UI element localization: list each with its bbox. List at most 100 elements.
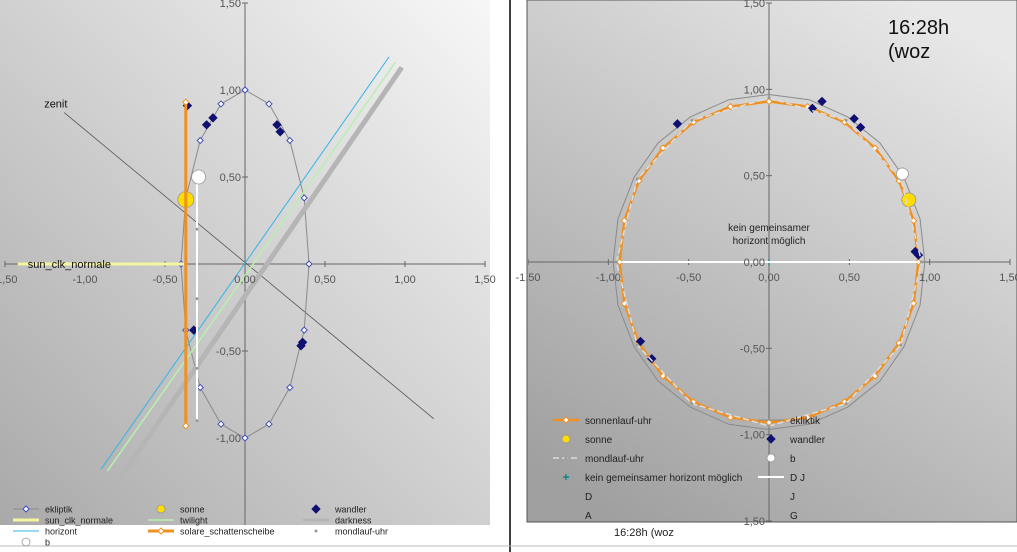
data-point [635, 343, 639, 347]
plot-area [4, 2, 486, 525]
plot-area [528, 2, 1011, 522]
x-tick-label: -1,50 [0, 274, 18, 286]
data-point [265, 420, 273, 428]
annotation: kein gemeinsamer horizont möglich [728, 223, 810, 247]
data-point [208, 113, 218, 123]
x-tick-label: 0,50 [314, 274, 335, 286]
data-point [195, 366, 199, 370]
legend-swatch [21, 537, 31, 547]
data-point [635, 177, 639, 181]
x-tick-label: 0,00 [234, 274, 255, 286]
data-point [195, 419, 199, 423]
data-point [297, 337, 308, 348]
data-point [767, 96, 771, 100]
data-point [300, 326, 308, 334]
data-point [765, 97, 773, 106]
legend-swatch [766, 453, 776, 463]
data-point [196, 136, 204, 145]
data-point [895, 167, 909, 181]
data-point [300, 194, 308, 202]
data-point [182, 98, 190, 106]
legend-label: b [45, 538, 50, 548]
data-point [182, 422, 190, 430]
legend-swatch [22, 505, 30, 513]
legend-label: ekliktik [790, 416, 821, 427]
data-point [920, 260, 924, 264]
data-point [286, 383, 294, 392]
legend-swatch [157, 527, 165, 535]
data-point [659, 144, 667, 152]
x-tick-label: -1,00 [72, 274, 97, 286]
x-tick-label: 0,00 [758, 272, 779, 284]
legend-label: mondlauf-uhr [335, 527, 388, 537]
y-tick-label: -0,50 [740, 343, 765, 355]
x-tick-label: -0,50 [152, 274, 177, 286]
data-point [909, 299, 918, 308]
data-point [690, 402, 694, 406]
legend-swatch [561, 434, 571, 444]
series-line [118, 65, 404, 480]
legend-label: G [790, 511, 798, 522]
data-point [844, 402, 848, 406]
data-point [201, 120, 212, 130]
legend-label: solare_schattenscheibe [180, 527, 275, 537]
data-point [767, 424, 771, 428]
y-tick-label: 0,00 [744, 257, 765, 269]
data-point [855, 122, 866, 133]
data-point [272, 120, 282, 130]
data-point [690, 118, 694, 122]
y-tick-label: -0,50 [216, 346, 241, 358]
legend-label: sun_clk_normale [45, 516, 113, 526]
data-point [726, 413, 735, 422]
legend-swatch [563, 474, 569, 480]
data-point [265, 100, 273, 108]
series-line [100, 56, 390, 470]
legend-label: sonne [585, 435, 613, 446]
legend-label: mondlauf-uhr [585, 454, 645, 465]
data-point [849, 113, 859, 124]
x-tick-label: -1,50 [515, 272, 540, 284]
legend-swatch [314, 529, 318, 533]
data-point [305, 260, 313, 268]
data-point [241, 86, 249, 94]
legend-swatch [766, 434, 776, 444]
data-point [901, 192, 917, 208]
legend-swatch [156, 504, 166, 514]
x-tick-label: 1,00 [919, 272, 940, 284]
data-point [899, 343, 903, 347]
data-point [635, 336, 646, 347]
x-tick-label: -1,00 [596, 272, 621, 284]
x-tick-label: 1,50 [999, 272, 1017, 284]
legend-label: kein gemeinsamer horizont möglich [585, 473, 742, 484]
legend-swatch [562, 416, 570, 424]
x-tick-label: 1,00 [394, 274, 415, 286]
data-point [844, 118, 848, 122]
data-point [286, 136, 294, 145]
legend-label: b [790, 454, 796, 465]
series-line [106, 61, 397, 472]
legend-label: wandler [789, 435, 826, 446]
x-tick-label: 1,50 [474, 274, 495, 286]
legend-label: wandler [334, 505, 367, 515]
legend-label: twilight [180, 516, 208, 526]
legend-label: darkness [335, 516, 372, 526]
legend-label: D [585, 492, 592, 503]
data-point [195, 297, 199, 301]
y-tick-label: 1,50 [220, 0, 241, 10]
data-point [913, 250, 924, 260]
legend-label: D J [790, 473, 805, 484]
legend-label: J [790, 492, 795, 503]
caption: 16:28h (woz [614, 527, 674, 539]
legend-label: ekliptik [45, 505, 73, 515]
data-point [196, 383, 204, 392]
y-tick-label: 0,50 [220, 172, 241, 184]
data-point [275, 127, 285, 137]
legend-label: horizont [45, 527, 78, 537]
data-point [217, 100, 225, 108]
x-tick-label: -0,50 [676, 272, 701, 284]
x-tick-label: 0,50 [839, 272, 860, 284]
legend-label: sonnenlauf-uhr [585, 416, 652, 427]
y-tick-label: -1,00 [740, 430, 765, 442]
data-point [672, 119, 683, 129]
